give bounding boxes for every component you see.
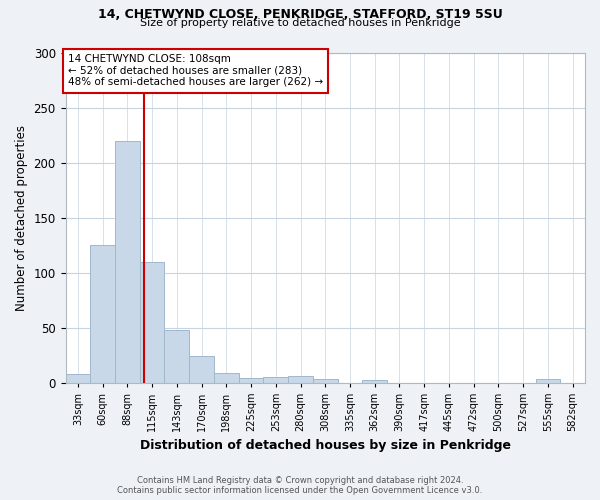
Bar: [140, 262, 164, 382]
Bar: [288, 376, 313, 382]
Bar: [214, 372, 239, 382]
Bar: [90, 245, 115, 382]
Bar: [115, 140, 140, 382]
Text: Size of property relative to detached houses in Penkridge: Size of property relative to detached ho…: [140, 18, 460, 28]
Text: Contains HM Land Registry data © Crown copyright and database right 2024.
Contai: Contains HM Land Registry data © Crown c…: [118, 476, 482, 495]
Bar: [536, 380, 560, 382]
Bar: [65, 374, 90, 382]
Text: 14, CHETWYND CLOSE, PENKRIDGE, STAFFORD, ST19 5SU: 14, CHETWYND CLOSE, PENKRIDGE, STAFFORD,…: [98, 8, 502, 20]
Bar: [164, 330, 189, 382]
Bar: [263, 377, 288, 382]
Bar: [313, 380, 338, 382]
Bar: [239, 378, 263, 382]
Bar: [362, 380, 387, 382]
X-axis label: Distribution of detached houses by size in Penkridge: Distribution of detached houses by size …: [140, 440, 511, 452]
Y-axis label: Number of detached properties: Number of detached properties: [15, 124, 28, 310]
Text: 14 CHETWYND CLOSE: 108sqm
← 52% of detached houses are smaller (283)
48% of semi: 14 CHETWYND CLOSE: 108sqm ← 52% of detac…: [68, 54, 323, 88]
Bar: [189, 356, 214, 382]
